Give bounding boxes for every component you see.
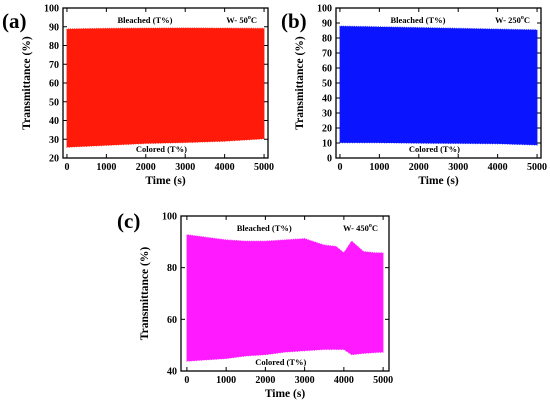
x-tick-label: 0: [64, 162, 69, 173]
y-tick-label: 30: [322, 109, 332, 120]
y-tick-label: 70: [49, 60, 59, 71]
x-axis-label: Time (s): [418, 175, 459, 187]
colored-label: Colored (T%): [136, 144, 187, 154]
bleached-label: Bleached (T%): [237, 223, 292, 233]
bleached-envelope: [186, 234, 384, 255]
y-tick-label: 80: [49, 41, 59, 52]
y-tick-label: 100: [44, 4, 59, 15]
y-tick-label: 60: [167, 315, 177, 326]
y-tick-label: 80: [322, 34, 332, 45]
bleached-label: Bleached (T%): [390, 15, 445, 25]
y-tick-label: 90: [49, 22, 59, 33]
y-tick-label: 90: [322, 19, 332, 30]
x-tick-label: 0: [337, 162, 342, 173]
y-tick-label: 50: [49, 97, 59, 108]
colored-label: Colored (T%): [409, 144, 460, 154]
x-tick-label: 1000: [96, 162, 116, 173]
colored-label: Colored (T%): [255, 357, 306, 367]
x-tick-label: 3000: [175, 162, 195, 173]
y-tick-label: 100: [162, 212, 177, 223]
bleached-label: Bleached (T%): [117, 15, 172, 25]
temperature-annotation: W- 450oC: [343, 223, 378, 233]
bleached-envelope: [66, 28, 265, 31]
y-tick-label: 20: [322, 124, 332, 135]
temperature-annotation: W- 50oC: [226, 15, 257, 25]
colored-envelope: [186, 348, 384, 362]
y-tick-label: 60: [49, 79, 59, 90]
x-tick-label: 2000: [136, 162, 156, 173]
x-tick-label: 5000: [527, 162, 547, 173]
x-tick-label: 1000: [369, 162, 389, 173]
x-tick-label: 0: [184, 375, 189, 386]
x-tick-label: 2000: [255, 375, 275, 386]
y-tick-label: 50: [322, 79, 332, 90]
x-tick-label: 5000: [373, 375, 393, 386]
temperature-annotation: W- 250oC: [495, 15, 530, 25]
y-axis-label: Transmittance (%): [139, 247, 151, 341]
chart-panel-2: 0 1000 2000 3000 4000 5000 0 10 20 30 40 50 60 70 80 90…: [281, 4, 547, 188]
chart-panel-1: 0 1000 2000 3000 4000 5000 20 30 40 50 60 70 80 90 100…: [2, 4, 274, 188]
y-tick-label: 40: [167, 367, 177, 378]
y-axis-label: Transmittance (%): [21, 36, 33, 130]
transmittance-band: [66, 27, 265, 149]
x-tick-label: 2000: [409, 162, 429, 173]
chart-panel-3: 0 1000 2000 3000 4000 5000 40 60 80 100 Time (s) Tr…: [117, 209, 393, 400]
panel-label: (c): [117, 209, 140, 233]
panel-label: (b): [281, 9, 307, 33]
y-tick-label: 0: [327, 154, 332, 165]
colored-envelope: [66, 137, 265, 148]
y-tick-label: 60: [322, 64, 332, 75]
x-tick-label: 4000: [334, 375, 354, 386]
panel-label: (a): [2, 9, 27, 33]
y-tick-label: 10: [322, 139, 332, 150]
y-tick-label: 40: [322, 94, 332, 105]
bleached-envelope: [339, 26, 538, 31]
y-axis-label: Transmittance (%): [294, 36, 306, 130]
y-tick-label: 70: [322, 49, 332, 60]
transmittance-band: [339, 25, 538, 147]
x-tick-label: 3000: [295, 375, 315, 386]
plot-frame: [180, 215, 390, 372]
x-axis-label: Time (s): [265, 388, 306, 400]
y-tick-label: 80: [167, 263, 177, 274]
transmittance-band: [186, 234, 384, 363]
y-tick-label: 30: [49, 135, 59, 146]
y-tick-label: 20: [49, 154, 59, 165]
x-tick-label: 3000: [448, 162, 468, 173]
x-tick-label: 4000: [215, 162, 235, 173]
y-tick-label: 40: [49, 116, 59, 127]
colored-envelope: [339, 141, 538, 145]
x-tick-label: 1000: [216, 375, 236, 386]
x-axis-label: Time (s): [145, 175, 186, 187]
y-tick-label: 100: [317, 4, 332, 15]
x-tick-label: 4000: [488, 162, 508, 173]
x-tick-label: 5000: [254, 162, 274, 173]
